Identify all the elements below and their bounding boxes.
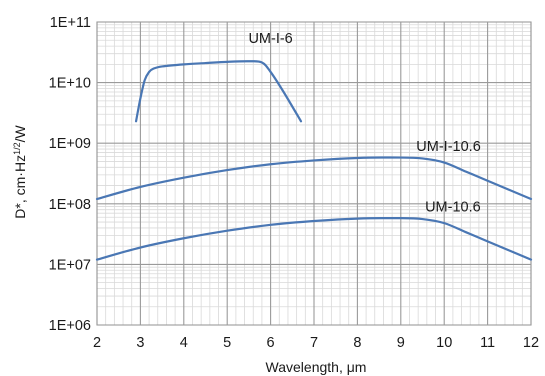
x-tick-label: 9 [397, 335, 405, 351]
x-tick-label: 2 [93, 335, 101, 351]
y-axis-title-tail: /W [12, 125, 28, 143]
x-tick-label: 5 [223, 335, 231, 351]
x-tick-label: 8 [353, 335, 361, 351]
series-label-um-i-6: UM-I-6 [248, 31, 292, 47]
y-axis-title-main: D*, cm·Hz [12, 155, 28, 219]
x-tick-label: 7 [310, 335, 318, 351]
series-label-um-i-10-6: UM-I-10.6 [416, 139, 480, 155]
plot-area-border [96, 21, 532, 326]
series-line-um-i-6 [134, 60, 303, 123]
x-tick-label: 11 [480, 335, 495, 351]
x-axis-title: Wavelength, μm [266, 359, 367, 375]
y-tick-label: 1E+11 [50, 15, 91, 31]
series-layer [95, 60, 533, 261]
x-tick-label: 6 [267, 335, 275, 351]
plot-frame [96, 21, 532, 326]
y-tick-label: 1E+10 [49, 76, 91, 92]
x-tick-label: 12 [523, 335, 539, 351]
series-line-um-10-6 [95, 217, 533, 261]
series-line-um-i-10-6 [95, 156, 533, 201]
series-annotations: UM-I-6 UM-I-10.6 UM-10.6 [248, 31, 480, 215]
y-tick-label: 1E+08 [49, 197, 91, 213]
x-tick-labels: 2 3 4 5 6 7 8 9 10 11 12 [93, 335, 539, 351]
y-tick-labels: 1E+06 1E+07 1E+08 1E+09 1E+10 1E+11 [49, 15, 91, 334]
y-tick-label: 1E+06 [49, 318, 91, 334]
y-tick-label: 1E+07 [49, 257, 91, 273]
x-tick-label: 10 [436, 335, 452, 351]
y-axis-title: D*, cm·Hz1/2/W [12, 125, 28, 219]
x-tick-label: 4 [180, 335, 188, 351]
x-tick-label: 3 [136, 335, 144, 351]
y-axis-title-superscript: 1/2 [12, 142, 22, 155]
series-label-um-10-6: UM-10.6 [425, 199, 481, 215]
y-tick-label: 1E+09 [49, 136, 91, 152]
